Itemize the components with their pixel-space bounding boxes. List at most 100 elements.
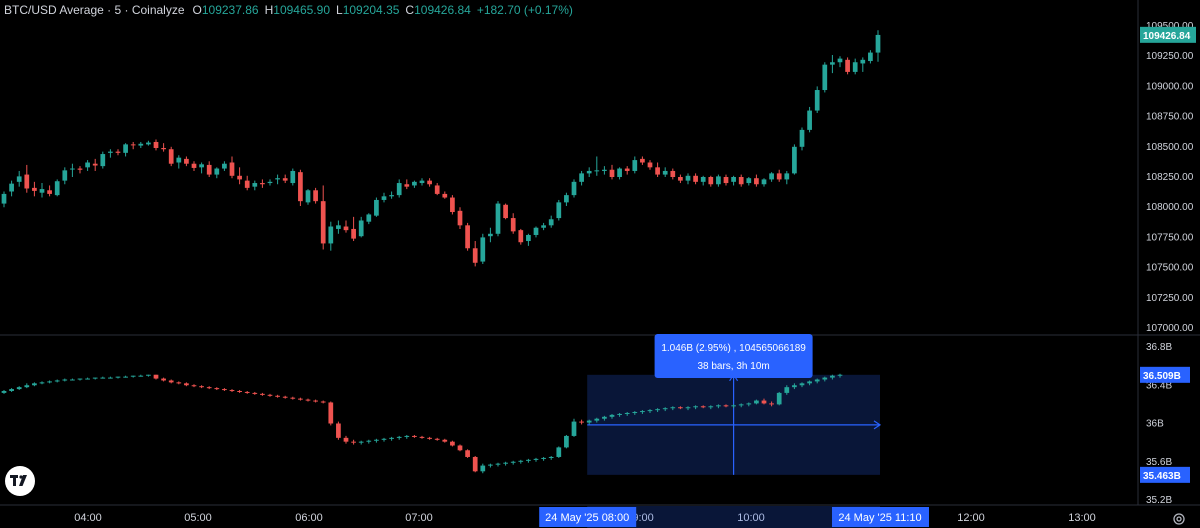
price-candle-body xyxy=(617,168,622,177)
volume-candle-body xyxy=(32,383,37,386)
volume-candle-body xyxy=(830,375,835,378)
symbol-title[interactable]: BTC/USD Average · 5 · Coinalyze xyxy=(4,3,185,17)
price-candle-body xyxy=(396,183,402,196)
volume-candle-body xyxy=(602,416,607,419)
price-candle-body xyxy=(852,62,858,72)
volume-candle-body xyxy=(419,436,425,438)
volume-candle-body xyxy=(716,405,721,407)
price-candle-body xyxy=(814,90,820,111)
price-tick-label: 109500.00 xyxy=(1146,21,1194,32)
volume-candle-body xyxy=(77,378,83,380)
last-price-label: 109426.84 xyxy=(1143,31,1191,42)
price-candle-body xyxy=(244,180,250,188)
price-candle-body xyxy=(138,143,144,146)
high-label: H xyxy=(264,3,274,17)
volume-candle-body xyxy=(92,377,98,379)
volume-candle-body xyxy=(640,411,645,413)
volume-candle-body xyxy=(662,408,668,410)
price-candle-body xyxy=(298,172,303,202)
close-value: 109426.84 xyxy=(414,3,471,17)
price-candle-body xyxy=(845,59,850,72)
low-label: L xyxy=(336,3,343,17)
price-candle-body xyxy=(776,173,782,180)
price-candle-body xyxy=(678,177,683,181)
price-candle-body xyxy=(731,177,736,182)
price-candle-body xyxy=(769,173,774,180)
price-candle-body xyxy=(32,187,37,191)
open-label: O xyxy=(192,3,202,17)
price-candle-body xyxy=(442,193,448,198)
tradingview-logo[interactable] xyxy=(5,466,35,496)
price-candle-body xyxy=(351,228,356,239)
volume-candle-body xyxy=(237,390,242,392)
volume-candle-body xyxy=(358,441,364,443)
price-candle-body xyxy=(419,180,425,184)
volume-candle-body xyxy=(761,400,767,404)
volume-candle-body xyxy=(807,381,812,384)
volume-candle-body xyxy=(305,399,311,401)
volume-candle-body xyxy=(252,392,258,394)
volume-candle-body xyxy=(328,402,334,424)
price-candle-body xyxy=(214,168,220,175)
price-candle-body xyxy=(670,170,676,177)
range-high-label: 36.509B xyxy=(1143,371,1181,382)
volume-candle-body xyxy=(229,390,235,392)
price-candle-body xyxy=(275,178,280,180)
price-candle-body xyxy=(290,170,296,184)
price-candle-body xyxy=(313,190,318,202)
price-candle-body xyxy=(70,168,75,170)
measure-tooltip xyxy=(654,334,813,378)
price-candle-body xyxy=(556,202,562,219)
price-candle-body xyxy=(723,177,729,184)
price-candle-body xyxy=(374,199,379,216)
volume-candle-body xyxy=(1,390,7,393)
range-low-badge xyxy=(1140,466,1190,483)
close-label: C xyxy=(405,3,415,17)
change-value: +182.70 (+0.17%) xyxy=(476,3,573,17)
volume-candle-body xyxy=(556,447,562,457)
price-candle-body xyxy=(830,62,835,65)
low-value: 109204.35 xyxy=(342,3,400,17)
price-candle-body xyxy=(472,248,478,263)
price-candle-body xyxy=(708,177,714,185)
price-candle-body xyxy=(837,58,843,63)
price-tick-label: 107500.00 xyxy=(1146,263,1194,274)
price-candle-body xyxy=(389,195,394,197)
price-candle-body xyxy=(39,189,45,193)
price-candle-body xyxy=(191,163,197,168)
price-candle-body xyxy=(123,144,128,153)
price-candle-body xyxy=(404,184,410,187)
price-candle-body xyxy=(571,181,577,196)
volume-candle-body xyxy=(670,407,676,409)
volume-candle-body xyxy=(533,458,539,460)
gear-icon[interactable] xyxy=(1172,512,1186,526)
price-candle-body xyxy=(860,59,866,64)
price-candle-body xyxy=(343,226,349,231)
volume-candle-body xyxy=(206,387,212,389)
price-candle-body xyxy=(624,168,630,171)
volume-candle-body xyxy=(518,460,524,462)
volume-candle-body xyxy=(214,388,220,390)
volume-candle-body xyxy=(184,383,189,386)
measure-tooltip-line2: 38 bars, 3h 10m xyxy=(697,361,769,372)
price-candle-body xyxy=(465,225,470,249)
volume-candle-body xyxy=(343,437,349,442)
volume-candle-body xyxy=(108,377,113,379)
volume-candle-body xyxy=(814,379,820,382)
volume-candle-body xyxy=(70,379,75,381)
volume-candle-body xyxy=(62,379,68,381)
price-candle-body xyxy=(754,178,759,185)
time-tick-label: 06:00 xyxy=(295,512,323,524)
price-candle-body xyxy=(115,151,121,153)
price-tick-label: 107750.00 xyxy=(1146,232,1194,243)
range-high-badge xyxy=(1140,366,1190,383)
price-tick-label: 109250.00 xyxy=(1146,51,1194,62)
price-candle-body xyxy=(206,164,212,175)
price-candle-body xyxy=(533,227,539,235)
price-candle-body xyxy=(434,185,440,194)
price-candle-body xyxy=(799,129,805,147)
volume-candle-body xyxy=(9,389,14,391)
volume-candle-body xyxy=(442,439,448,442)
price-candle-body xyxy=(822,64,828,91)
